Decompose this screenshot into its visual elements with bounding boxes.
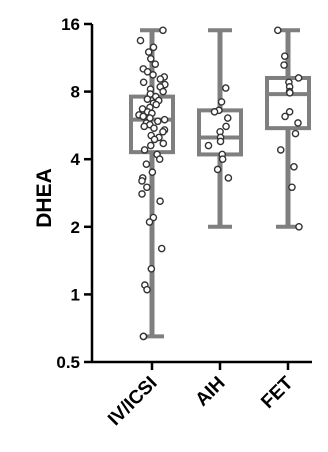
data-point (140, 333, 146, 339)
data-point (143, 161, 149, 167)
data-point (211, 109, 217, 115)
data-point (140, 113, 146, 119)
data-point (144, 96, 150, 102)
y-axis: 0.5 1 2 4 8 16 (56, 15, 92, 372)
data-point (141, 123, 147, 129)
data-point (289, 184, 295, 190)
data-point (144, 184, 150, 190)
data-point (137, 37, 143, 43)
data-point (282, 113, 288, 119)
data-point (153, 102, 159, 108)
box-series (131, 30, 309, 336)
data-point (225, 115, 231, 121)
y-tick-label: 0.5 (56, 353, 80, 372)
x-tick-label: IV/ICSI (104, 373, 161, 430)
data-point (281, 62, 287, 68)
data-point (218, 99, 224, 105)
data-point (142, 147, 148, 153)
data-point (215, 166, 221, 172)
data-point (295, 120, 301, 126)
data-point (223, 85, 229, 91)
data-point (148, 142, 154, 148)
data-point (162, 117, 168, 123)
data-point (152, 61, 158, 67)
data-point (151, 125, 157, 131)
data-point (150, 72, 156, 78)
data-point (160, 27, 166, 33)
y-tick-label: 2 (71, 218, 80, 237)
data-point (155, 118, 161, 124)
data-point (287, 90, 293, 96)
x-tick-label: FET (257, 372, 298, 413)
data-point (295, 75, 301, 81)
data-point (160, 89, 166, 95)
data-point (223, 123, 229, 129)
data-point (157, 198, 163, 204)
x-tick-label: AIH (192, 373, 230, 411)
data-point (205, 142, 211, 148)
data-point (148, 56, 154, 62)
data-point (144, 287, 150, 293)
data-point (225, 175, 231, 181)
data-point (292, 131, 298, 137)
data-point (151, 136, 157, 142)
data-point (296, 224, 302, 230)
data-point (159, 245, 165, 251)
data-point (141, 79, 147, 85)
y-axis-title: DHEA (33, 168, 56, 228)
data-point (291, 164, 297, 170)
data-point (278, 147, 284, 153)
data-point (282, 53, 288, 59)
data-point (275, 27, 281, 33)
data-point (157, 76, 163, 82)
data-point (139, 178, 145, 184)
data-point (157, 156, 163, 162)
y-tick-label: 4 (71, 150, 81, 169)
data-point (146, 219, 152, 225)
data-point (146, 49, 152, 55)
data-point (149, 169, 155, 175)
y-tick-label: 1 (71, 285, 80, 304)
y-tick-label: 16 (61, 15, 80, 34)
data-point (139, 191, 145, 197)
data-point (220, 156, 226, 162)
x-axis: IV/ICSI AIH FET (92, 362, 312, 430)
y-tick-label: 8 (71, 83, 80, 102)
data-point (160, 129, 166, 135)
data-point (148, 266, 154, 272)
data-point (217, 138, 223, 144)
data-point (160, 140, 166, 146)
